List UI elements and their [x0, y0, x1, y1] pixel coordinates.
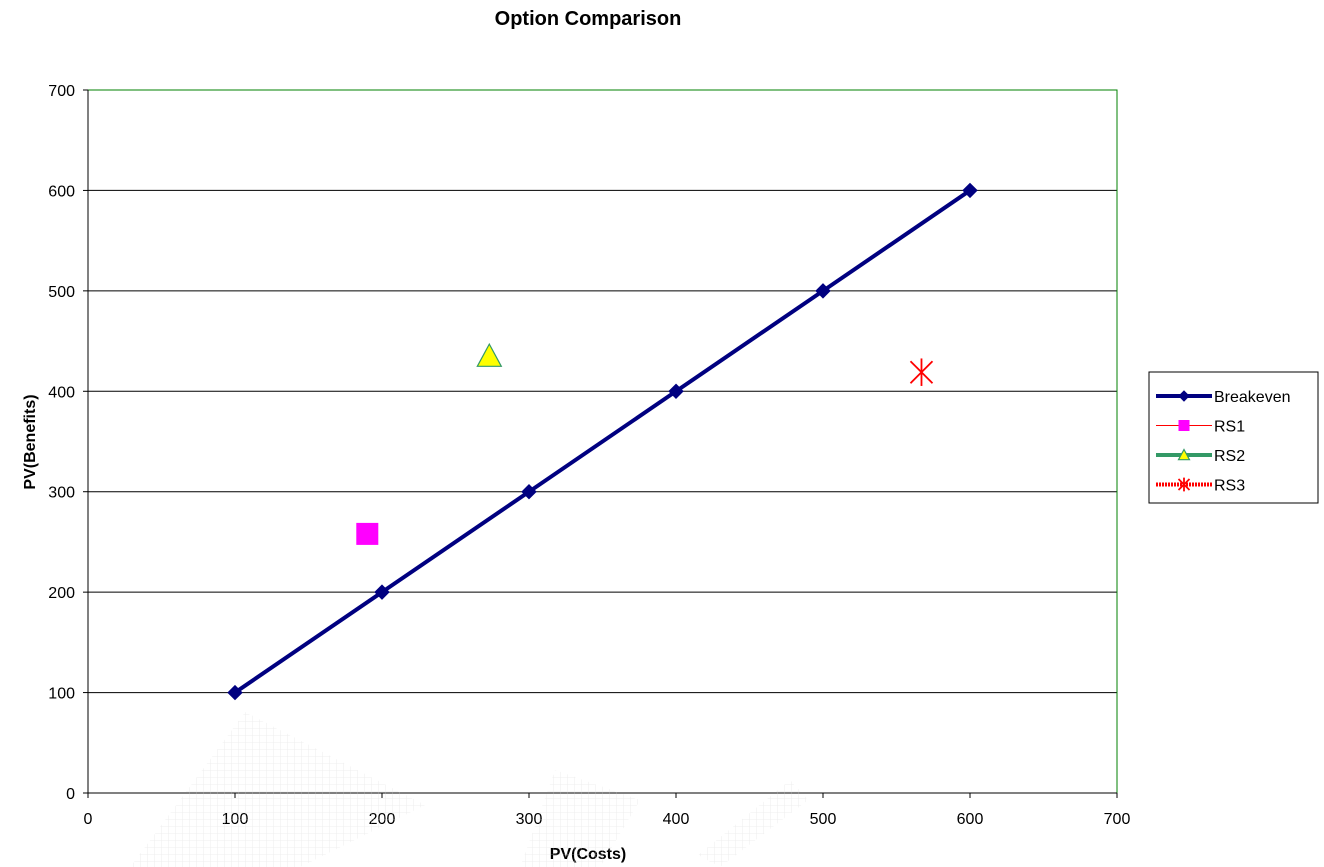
- series-rs2: [476, 342, 503, 367]
- x-tick-label: 700: [1104, 811, 1131, 828]
- series-rs3: [909, 358, 934, 386]
- y-tick-labels: 0 100 200 300 400 500 600 700: [48, 83, 88, 803]
- breakeven-point: [521, 484, 537, 500]
- x-tick-label: 300: [516, 811, 543, 828]
- gridlines: [88, 189, 1117, 694]
- x-axis-label: PV(Costs): [550, 846, 626, 863]
- y-tick-label: 300: [48, 485, 75, 502]
- legend-marker: [1178, 390, 1190, 402]
- y-tick-label: 100: [48, 686, 75, 703]
- x-tick-label: 200: [369, 811, 396, 828]
- series-breakeven: [227, 182, 978, 701]
- y-axis-label: PV(Benefits): [22, 394, 39, 489]
- legend-label: Breakeven: [1214, 389, 1291, 406]
- y-tick-label: 0: [66, 786, 75, 803]
- legend-label: RS3: [1214, 478, 1245, 495]
- y-tick-label: 200: [48, 585, 75, 602]
- breakeven-point: [962, 182, 978, 199]
- legend-label: RS2: [1214, 448, 1245, 465]
- legend-entry-breakeven: Breakeven: [1156, 389, 1291, 406]
- legend-entry-rs1: RS1: [1156, 419, 1245, 436]
- y-tick-label: 600: [48, 183, 75, 200]
- y-tick-label: 400: [48, 384, 75, 401]
- breakeven-point: [668, 383, 684, 399]
- y-tick-label: 500: [48, 284, 75, 301]
- x-tick-label: 400: [663, 811, 690, 828]
- legend: Breakeven RS1 RS2 RS3: [1148, 371, 1319, 504]
- series-rs1: [356, 522, 379, 545]
- breakeven-point: [227, 684, 243, 701]
- breakeven-point: [815, 283, 831, 299]
- legend-entry-rs3: RS3: [1156, 478, 1245, 495]
- breakeven-point: [374, 584, 390, 600]
- plot-area: 0 100 200 300 400 500 600 700 0 100 200 300 400 500 6…: [48, 83, 1130, 828]
- rs2-point: [476, 342, 503, 367]
- legend-marker: [1177, 448, 1191, 461]
- legend-entry-rs2: RS2: [1156, 448, 1245, 465]
- chart-title: Option Comparison: [495, 8, 682, 30]
- series-layer: [227, 182, 978, 701]
- series-line-breakeven: [233, 188, 972, 695]
- legend-marker: [1177, 477, 1191, 492]
- x-tick-label: 500: [810, 811, 837, 828]
- x-tick-labels: 0 100 200 300 400 500 600 700: [84, 793, 1131, 828]
- x-tick-label: 0: [84, 811, 93, 828]
- legend-marker: [1178, 420, 1190, 431]
- y-tick-label: 700: [48, 83, 75, 100]
- rs1-point: [356, 522, 379, 545]
- legend-box: [1148, 371, 1319, 504]
- legend-label: RS1: [1214, 419, 1245, 436]
- x-tick-label: 100: [222, 811, 249, 828]
- rs3-point: [909, 358, 934, 386]
- x-tick-label: 600: [957, 811, 984, 828]
